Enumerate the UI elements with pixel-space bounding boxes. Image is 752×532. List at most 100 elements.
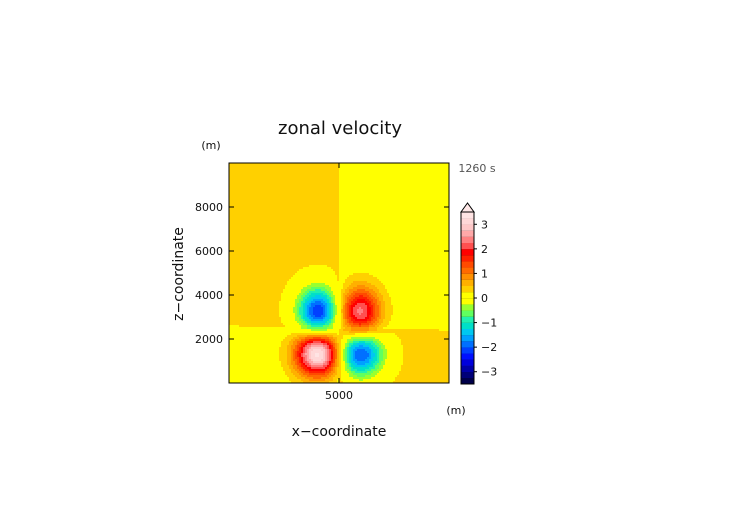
- contour-cell: [299, 331, 302, 334]
- contour-cell: [257, 379, 260, 382]
- contour-cell: [235, 329, 238, 332]
- contour-cell: [247, 191, 250, 194]
- contour-cell: [315, 321, 318, 324]
- contour-cell: [289, 335, 292, 338]
- contour-cell: [239, 311, 242, 314]
- contour-cell: [301, 365, 304, 368]
- contour-cell: [239, 333, 242, 336]
- contour-cell: [271, 255, 274, 258]
- contour-cell: [305, 191, 308, 194]
- contour-cell: [317, 179, 320, 182]
- contour-cell: [265, 335, 268, 338]
- contour-cell: [235, 171, 238, 174]
- contour-cell: [277, 233, 280, 236]
- contour-cell: [229, 227, 232, 230]
- contour-cell: [229, 319, 232, 322]
- contour-cell: [229, 301, 232, 304]
- contour-cell: [307, 357, 310, 360]
- contour-cell: [263, 265, 266, 268]
- contour-cell: [253, 265, 256, 268]
- contour-cell: [289, 369, 292, 372]
- contour-cell: [279, 333, 282, 336]
- contour-cell: [289, 289, 292, 292]
- contour-cell: [307, 175, 310, 178]
- contour-cell: [267, 253, 270, 256]
- contour-cell: [265, 275, 268, 278]
- contour-cell: [257, 205, 260, 208]
- contour-cell: [243, 359, 246, 362]
- contour-cell: [307, 281, 310, 284]
- contour-cell: [251, 175, 254, 178]
- contour-cell: [315, 373, 318, 376]
- contour-cell: [229, 365, 232, 368]
- contour-cell: [313, 197, 316, 200]
- contour-cell: [237, 215, 240, 218]
- contour-cell: [237, 323, 240, 326]
- contour-cell: [287, 183, 290, 186]
- contour-cell: [229, 329, 232, 332]
- contour-cell: [237, 381, 240, 384]
- contour-cell: [255, 363, 258, 366]
- contour-cell: [239, 219, 242, 222]
- contour-cell: [315, 299, 318, 302]
- contour-cell: [319, 213, 322, 216]
- contour-cell: [235, 269, 238, 272]
- contour-cell: [269, 177, 272, 180]
- contour-cell: [251, 221, 254, 224]
- contour-cell: [245, 305, 248, 308]
- contour-cell: [307, 339, 310, 342]
- contour-cell: [303, 215, 306, 218]
- contour-cell: [259, 171, 262, 174]
- contour-cell: [267, 227, 270, 230]
- contour-cell: [299, 377, 302, 380]
- contour-cell: [297, 201, 300, 204]
- contour-cell: [263, 293, 266, 296]
- contour-cell: [289, 215, 292, 218]
- contour-cell: [237, 365, 240, 368]
- contour-cell: [231, 289, 234, 292]
- contour-cell: [249, 375, 252, 378]
- contour-cell: [265, 229, 268, 232]
- contour-cell: [281, 185, 284, 188]
- contour-cell: [295, 297, 298, 300]
- contour-cell: [279, 207, 282, 210]
- contour-cell: [305, 281, 308, 284]
- contour-cell: [249, 279, 252, 282]
- contour-cell: [259, 249, 262, 252]
- contour-cell: [315, 347, 318, 350]
- contour-cell: [233, 195, 236, 198]
- contour-cell: [233, 215, 236, 218]
- contour-cell: [245, 241, 248, 244]
- contour-cell: [301, 375, 304, 378]
- contour-cell: [259, 353, 262, 356]
- contour-cell: [293, 189, 296, 192]
- contour-cell: [247, 301, 250, 304]
- contour-cell: [281, 233, 284, 236]
- contour-cell: [245, 211, 248, 214]
- contour-cell: [303, 361, 306, 364]
- contour-cell: [283, 257, 286, 260]
- contour-cell: [313, 173, 316, 176]
- contour-cell: [231, 231, 234, 234]
- contour-cell: [237, 183, 240, 186]
- contour-cell: [269, 203, 272, 206]
- contour-cell: [307, 251, 310, 254]
- contour-cell: [265, 343, 268, 346]
- contour-cell: [269, 277, 272, 280]
- contour-cell: [307, 277, 310, 280]
- contour-cell: [301, 333, 304, 336]
- contour-cell: [299, 379, 302, 382]
- contour-cell: [305, 305, 308, 308]
- contour-cell: [291, 203, 294, 206]
- contour-cell: [233, 167, 236, 170]
- contour-cell: [301, 371, 304, 374]
- contour-cell: [293, 245, 296, 248]
- contour-cell: [309, 371, 312, 374]
- contour-cell: [293, 365, 296, 368]
- contour-cell: [273, 319, 276, 322]
- contour-cell: [287, 163, 290, 166]
- contour-cell: [303, 313, 306, 316]
- contour-cell: [241, 167, 244, 170]
- contour-cell: [235, 189, 238, 192]
- contour-cell: [253, 369, 256, 372]
